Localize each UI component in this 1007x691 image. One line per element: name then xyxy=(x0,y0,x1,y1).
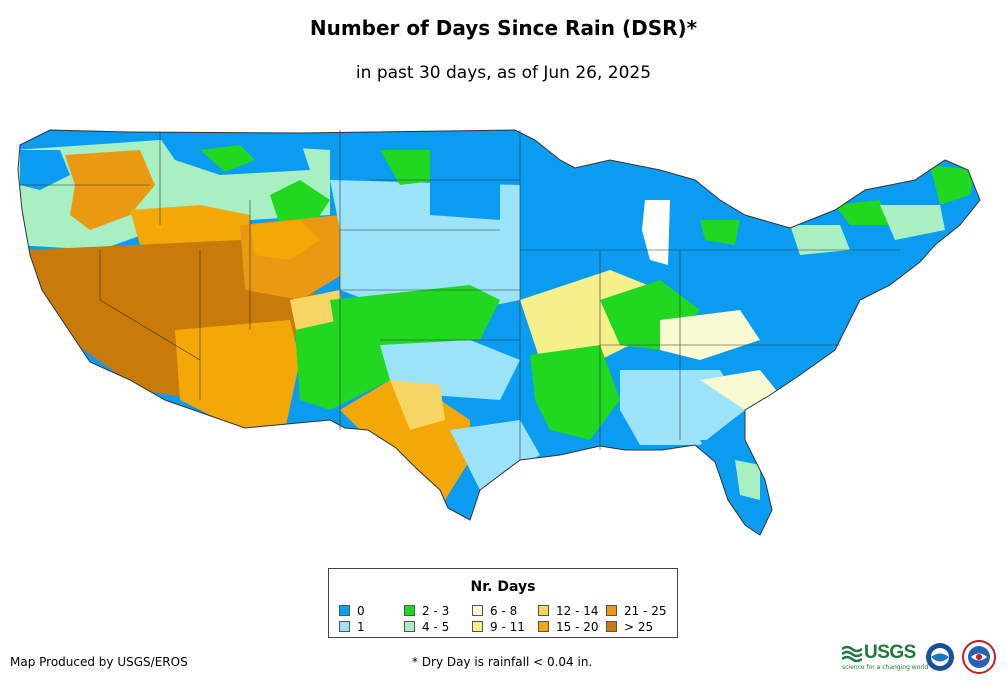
legend-swatch xyxy=(339,621,350,632)
legend-label: 2 - 3 xyxy=(422,604,450,618)
legend-swatch xyxy=(538,621,549,632)
legend-swatch xyxy=(606,621,617,632)
usgs-tagline: science for a changing world xyxy=(842,664,929,671)
legend-label: 4 - 5 xyxy=(422,620,450,634)
legend-label: 0 xyxy=(357,604,365,618)
us-days-since-rain-map xyxy=(17,129,981,536)
legend-title: Nr. Days xyxy=(470,579,536,595)
legend-swatch xyxy=(538,605,549,616)
map-title: Number of Days Since Rain (DSR)* xyxy=(309,16,698,40)
legend-swatch xyxy=(404,605,415,616)
legend-label: 12 - 14 xyxy=(556,604,599,618)
legend-swatch xyxy=(472,621,483,632)
usgs-wave-icon xyxy=(842,645,862,663)
legend-label: 1 xyxy=(357,620,365,634)
legend-label: > 25 xyxy=(624,620,654,634)
legend-swatch xyxy=(606,605,617,616)
legend-label: 9 - 11 xyxy=(490,620,525,634)
legend-swatch xyxy=(339,605,350,616)
nws-logo xyxy=(962,640,996,674)
legend-label: 15 - 20 xyxy=(556,620,599,634)
legend-label: 21 - 25 xyxy=(624,604,667,618)
usgs-logo: USGS science for a changing world xyxy=(842,642,928,672)
legend-label: 6 - 8 xyxy=(490,604,518,618)
credit-text: Map Produced by USGS/EROS xyxy=(10,655,188,669)
usgs-logo-text: USGS xyxy=(864,642,916,663)
legend-swatch xyxy=(404,621,415,632)
map-subtitle: in past 30 days, as of Jun 26, 2025 xyxy=(355,63,652,83)
legend-swatch xyxy=(472,605,483,616)
noaa-logo xyxy=(926,643,954,671)
legend: Nr. Days 0 1 2 - 3 4 - 5 6 - 8 9 - 11 12… xyxy=(328,568,678,638)
footnote-text: * Dry Day is rainfall < 0.04 in. xyxy=(412,655,593,669)
